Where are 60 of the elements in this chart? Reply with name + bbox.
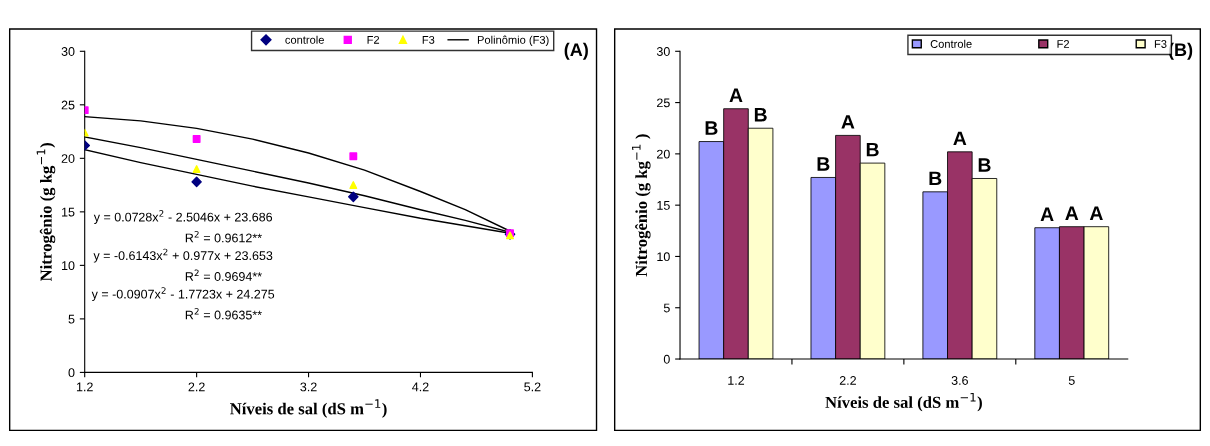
legend-label: F2 — [1057, 40, 1069, 48]
y-tick-label: 0 — [68, 368, 75, 378]
y-tick-label: 25 — [61, 100, 75, 110]
data-label: A — [1089, 206, 1103, 220]
x-tick-label: 2.2 — [188, 382, 205, 392]
legend-label: Controle — [930, 39, 972, 48]
x-tick-label: 1.2 — [76, 382, 93, 392]
point — [192, 165, 201, 173]
y-tick-label: 5 — [68, 314, 75, 324]
x-axis-title: Níveis de sal (dS m$^{−1}$) — [825, 392, 982, 412]
legend-label: F3 — [422, 35, 435, 44]
y-tick-label: 0 — [663, 354, 670, 364]
data-label: B — [705, 121, 718, 135]
y-tick-label: 5 — [663, 303, 670, 313]
x-tick-label: 5 — [1068, 376, 1075, 385]
y-axis-title: Nitrogênio (g kg$^{−1}$) — [36, 143, 56, 282]
data-label: A — [1040, 207, 1054, 221]
data-label: B — [978, 158, 991, 172]
y-tick-label: 20 — [657, 149, 670, 159]
legend-label: Polinômio (F3) — [477, 35, 549, 46]
annotation: y = -0.0907x$^{2}$ - 1.7723x + 24.275 — [91, 287, 275, 302]
annotation: R$^{2}$ = 0.9694** — [185, 269, 262, 281]
data-label: A — [841, 115, 855, 129]
x-axis-title: Níveis de sal (dS m$^{−1}$) — [230, 399, 387, 418]
y-axis-title: Nitrogênio (g kg$^{−1}$ ) — [632, 134, 651, 277]
point — [191, 176, 202, 188]
data-label: A — [1065, 206, 1079, 220]
legend-label: controle — [285, 35, 324, 44]
data-label: B — [929, 171, 942, 186]
annotation: R$^{2}$ = 0.9635** — [185, 308, 262, 320]
point — [349, 152, 358, 161]
y-tick-label: 25 — [657, 98, 670, 108]
y-tick-label: 15 — [657, 201, 670, 210]
data-label: A — [953, 131, 967, 146]
annotation: R$^{2}$ = 0.9612** — [185, 230, 262, 243]
text: (A) — [564, 42, 588, 60]
point — [192, 135, 201, 144]
x-tick-label: 3.6 — [951, 376, 968, 385]
y-tick-label: 30 — [61, 47, 75, 56]
point — [349, 181, 358, 190]
x-tick-label: 2.2 — [839, 376, 856, 385]
data-label: B — [866, 142, 879, 157]
annotation: y = 0.0728x$^{2}$ - 2.5046x + 23.686 — [93, 210, 273, 224]
y-tick-label: 10 — [62, 261, 75, 271]
x-tick-label: 1.2 — [728, 376, 745, 385]
x-tick-label: 4.2 — [412, 382, 429, 392]
data-label: B — [754, 108, 767, 122]
point — [348, 191, 359, 203]
annotation: y = -0.6143x$^{2}$ + 0.977x + 23.653 — [93, 248, 273, 263]
y-tick-label: 15 — [62, 207, 75, 217]
data-label: B — [817, 157, 830, 171]
x-tick-label: 5.2 — [524, 382, 541, 392]
legend-label: F2 — [367, 35, 380, 44]
legend-label: F3 — [1154, 40, 1167, 48]
data-label: A — [729, 88, 743, 102]
text: (B) — [1168, 42, 1193, 60]
y-tick-label: 30 — [656, 47, 670, 56]
x-tick-label: 3.2 — [300, 382, 317, 392]
y-tick-label: 10 — [657, 252, 670, 262]
y-tick-label: 20 — [61, 154, 75, 163]
